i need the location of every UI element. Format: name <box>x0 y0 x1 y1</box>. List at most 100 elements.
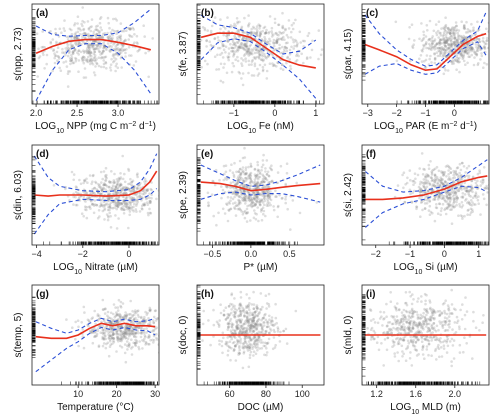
data-point <box>425 173 428 176</box>
data-point <box>434 179 438 182</box>
data-point <box>254 199 258 203</box>
data-point <box>443 54 446 58</box>
data-point <box>428 38 431 41</box>
data-point <box>126 26 130 30</box>
data-point <box>260 180 264 184</box>
data-point <box>215 68 218 71</box>
data-point <box>255 195 259 198</box>
data-point <box>252 204 255 208</box>
data-point <box>265 173 269 176</box>
data-point <box>145 196 149 200</box>
data-point <box>126 205 129 209</box>
data-point <box>207 201 210 204</box>
data-point <box>450 208 454 211</box>
data-point <box>272 63 276 67</box>
data-point <box>113 187 117 191</box>
data-point <box>255 200 259 204</box>
data-point <box>130 197 134 200</box>
data-point <box>138 194 141 197</box>
data-point <box>83 178 86 182</box>
data-point <box>263 43 266 47</box>
data-point <box>147 196 151 199</box>
data-point <box>446 30 450 34</box>
data-point <box>240 42 243 45</box>
data-point <box>489 188 492 191</box>
data-point <box>243 209 247 213</box>
data-point <box>235 188 238 192</box>
data-point <box>245 211 249 215</box>
data-point <box>233 206 236 209</box>
data-point <box>431 42 434 46</box>
data-point <box>281 45 284 49</box>
x-axis-label: LOG10 Nitrate (µM) <box>53 262 138 276</box>
smooth-fit-line <box>34 170 158 197</box>
data-point <box>53 56 56 60</box>
data-point <box>222 48 226 51</box>
data-point <box>282 31 285 34</box>
data-point <box>239 190 242 194</box>
data-point <box>260 208 263 211</box>
data-point <box>306 34 310 38</box>
data-point <box>249 204 253 207</box>
data-point <box>449 171 453 174</box>
data-point <box>92 56 96 60</box>
data-point <box>471 47 474 50</box>
data-point <box>438 191 441 195</box>
data-point <box>249 43 253 47</box>
data-point <box>64 60 68 63</box>
data-point <box>254 56 257 59</box>
data-point <box>447 202 450 206</box>
data-point <box>477 46 480 50</box>
data-point <box>93 199 97 202</box>
data-point <box>117 200 120 204</box>
data-point <box>286 41 289 45</box>
data-point <box>54 32 57 35</box>
data-point <box>407 37 411 41</box>
data-point <box>112 60 115 64</box>
data-point <box>98 197 101 200</box>
data-point <box>127 205 131 209</box>
data-point <box>450 222 454 225</box>
data-point <box>247 50 250 53</box>
data-point <box>433 167 437 171</box>
data-point <box>449 28 452 31</box>
data-point <box>53 52 56 55</box>
data-point <box>230 46 233 49</box>
data-point <box>485 27 488 31</box>
data-point <box>490 207 493 210</box>
data-point <box>127 187 130 191</box>
data-point <box>139 195 142 199</box>
data-point <box>283 38 286 41</box>
data-point <box>299 41 303 44</box>
x-axis-label: LOG10 Fe (nM) <box>227 121 294 135</box>
data-point <box>129 177 132 181</box>
data-point <box>253 168 257 171</box>
data-point <box>96 24 99 28</box>
data-point <box>55 50 59 54</box>
data-point <box>479 48 482 52</box>
data-point <box>231 191 235 195</box>
data-point <box>205 39 208 42</box>
data-point <box>448 166 451 169</box>
data-point <box>73 37 77 40</box>
data-point <box>72 203 75 206</box>
data-point <box>135 41 139 44</box>
data-point <box>469 30 472 33</box>
data-point <box>114 17 117 21</box>
data-point <box>457 189 461 193</box>
data-point <box>429 44 432 47</box>
data-point <box>234 183 238 187</box>
data-point <box>250 198 253 202</box>
data-point <box>444 207 447 210</box>
data-point <box>468 29 471 32</box>
data-point <box>261 68 265 72</box>
data-point <box>69 59 72 63</box>
data-point <box>100 56 104 59</box>
data-point <box>164 196 167 199</box>
data-point <box>246 211 250 214</box>
data-point <box>244 172 247 175</box>
data-point <box>491 174 494 177</box>
data-point <box>443 41 447 45</box>
data-point <box>119 190 123 193</box>
data-point <box>227 55 231 59</box>
